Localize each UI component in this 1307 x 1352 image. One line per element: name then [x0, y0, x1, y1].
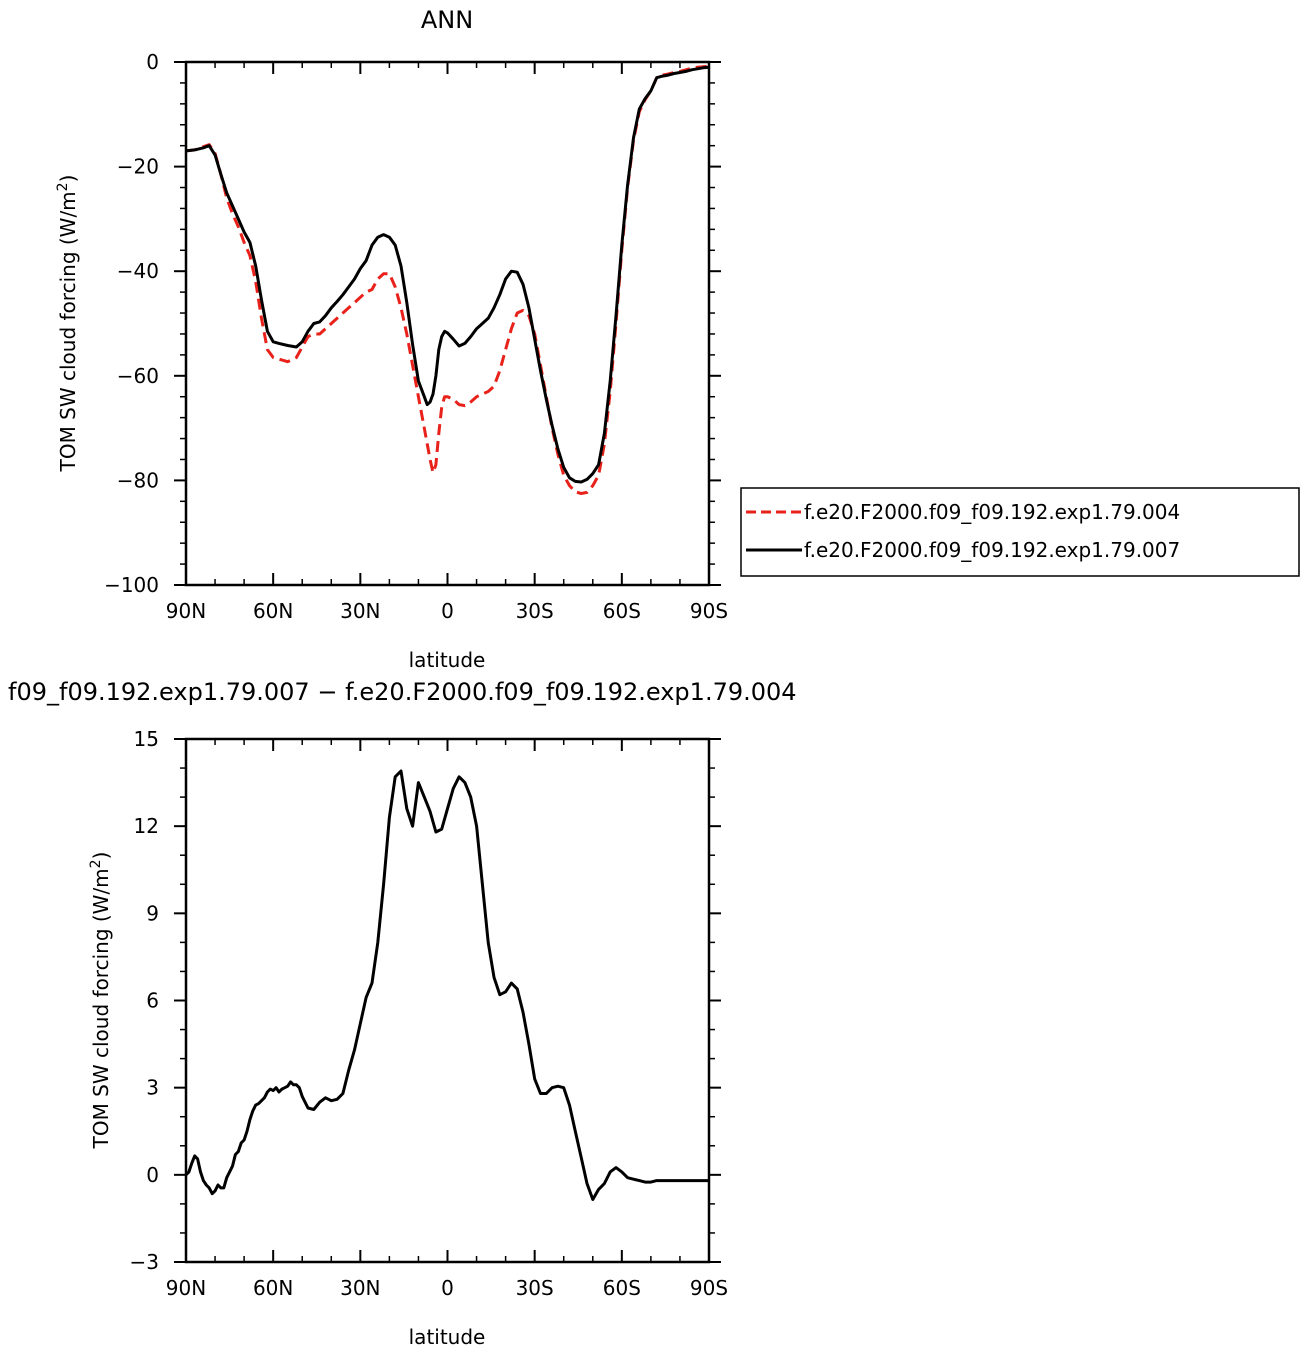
bottom-x-tick-label-0: 90N — [166, 1276, 206, 1300]
top-x-axis-label: latitude — [409, 648, 486, 672]
top-plot-frame — [184, 60, 711, 587]
top-y-tick-label-0: 0 — [146, 50, 159, 74]
top-y-axis-label-sup: 2 — [55, 182, 71, 191]
bottom-x-tick-label-5: 60S — [603, 1276, 641, 1300]
bottom-series-line-0 — [184, 769, 709, 1201]
bottom-panel: f09_f09.192.exp1.79.007 − f.e20.F2000.f0… — [8, 678, 797, 1349]
bottom-x-tick-label-4: 30S — [516, 1276, 554, 1300]
bottom-series-group — [184, 769, 709, 1201]
top-y-tick-label-4: −80 — [117, 468, 159, 492]
bottom-y-axis-label: TOM SW cloud forcing (W/m2) — [88, 852, 113, 1150]
bottom-y-tick-label-2: 9 — [146, 901, 159, 925]
legend: f.e20.F2000.f09_f09.192.exp1.79.004 f.e2… — [740, 487, 1300, 577]
top-series-group — [185, 64, 710, 495]
top-y-tick-label-2: −40 — [117, 259, 159, 283]
bottom-y-tick-label-0: 15 — [134, 727, 159, 751]
bottom-y-tick-label-5: 0 — [146, 1163, 159, 1187]
top-ticks-group: 90N 60N 30N 0 30S 60S 90S 0 −20 −40 −60 −80 −100 — [104, 50, 728, 623]
bottom-y-axis-label-close: ) — [89, 852, 113, 860]
legend-label-007: f.e20.F2000.f09_f09.192.exp1.79.007 — [804, 538, 1180, 562]
bottom-plot-frame — [184, 737, 711, 1264]
top-panel: ANN 90N 60N 30N 0 30S 60S 90S 0 −20 −40 −60 −80 −100… — [55, 6, 1300, 672]
bottom-y-tick-label-4: 3 — [146, 1076, 159, 1100]
bottom-x-tick-label-1: 60N — [253, 1276, 293, 1300]
top-y-tick-label-1: −20 — [117, 155, 159, 179]
top-chart-title: ANN — [421, 6, 473, 34]
bottom-y-tick-label-6: −3 — [130, 1250, 159, 1274]
top-series-line-1 — [185, 65, 710, 484]
bottom-y-tick-label-3: 6 — [146, 989, 159, 1013]
top-x-tick-label-3: 0 — [441, 599, 454, 623]
top-x-tick-label-5: 60S — [603, 599, 641, 623]
bottom-y-tick-label-1: 12 — [134, 814, 159, 838]
bottom-ticks-group: 90N 60N 30N 0 30S 60S 90S 15 12 9 6 3 0 −3 — [130, 727, 729, 1300]
top-y-tick-label-5: −100 — [104, 573, 159, 597]
legend-box — [740, 487, 1300, 577]
bottom-chart-title: f09_f09.192.exp1.79.007 − f.e20.F2000.f0… — [8, 678, 797, 706]
top-x-tick-label-1: 60N — [253, 599, 293, 623]
top-x-tick-label-0: 90N — [166, 599, 206, 623]
bottom-x-tick-label-3: 0 — [441, 1276, 454, 1300]
top-x-tick-label-4: 30S — [516, 599, 554, 623]
top-y-axis-label-main: TOM SW cloud forcing (W/m — [56, 191, 80, 472]
legend-label-004: f.e20.F2000.f09_f09.192.exp1.79.004 — [804, 500, 1180, 524]
bottom-x-tick-label-6: 90S — [690, 1276, 728, 1300]
bottom-y-axis-label-sup: 2 — [88, 859, 104, 868]
bottom-x-tick-label-2: 30N — [340, 1276, 380, 1300]
bottom-x-axis-label: latitude — [409, 1325, 486, 1349]
top-y-axis-label-close: ) — [56, 175, 80, 183]
bottom-y-axis-label-main: TOM SW cloud forcing (W/m — [89, 868, 113, 1149]
top-x-tick-label-6: 90S — [690, 599, 728, 623]
top-y-axis-label: TOM SW cloud forcing (W/m2) — [55, 175, 80, 473]
top-y-tick-label-3: −60 — [117, 364, 159, 388]
top-x-tick-label-2: 30N — [340, 599, 380, 623]
top-series-line-0 — [185, 64, 710, 495]
